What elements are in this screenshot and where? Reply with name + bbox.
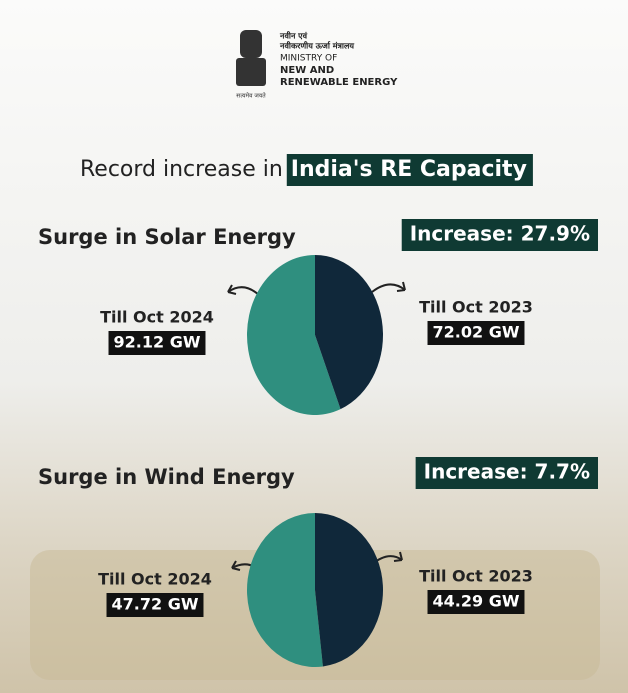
ministry-hindi: नवीन एवं [279,31,308,41]
increase-box [401,219,598,251]
ministry-english: MINISTRY OF [280,54,337,64]
pie-slice [246,255,341,416]
emblem-caption: सत्यमेव जयते [236,92,266,100]
title-highlight-box [286,154,533,186]
value-box [108,331,206,355]
chart-title: Surge in Solar Energy [38,225,296,249]
increase-label: Increase: 7.7% [424,460,590,484]
title-highlight: India's RE Capacity [291,157,527,182]
slice-value-label: 92.12 GW [114,333,201,352]
slice-value-label: 47.72 GW [112,595,199,614]
value-box [106,593,204,617]
increase-label: Increase: 27.9% [410,222,590,246]
slice-category: Till Oct 2023 [419,298,533,317]
ministry-english: NEW AND [280,65,334,76]
slice-value-label: 72.02 GW [433,323,520,342]
title: Record increase in [80,157,283,182]
increase-box [415,457,598,489]
value-box [427,590,525,614]
pie-slice [315,255,383,410]
emblem [236,30,266,86]
slice-category: Till Oct 2023 [419,567,533,586]
slice-category: Till Oct 2024 [100,308,214,327]
ministry-hindi: नवीकरणीय ऊर्जा मंत्रालय [279,41,354,51]
slice-category: Till Oct 2024 [98,570,212,589]
value-box [427,321,525,345]
pie-slice [246,513,323,667]
ministry-english: RENEWABLE ENERGY [280,77,398,88]
slice-value-label: 44.29 GW [433,592,520,611]
pie-slice [315,513,383,667]
chart-title: Surge in Wind Energy [38,465,295,489]
